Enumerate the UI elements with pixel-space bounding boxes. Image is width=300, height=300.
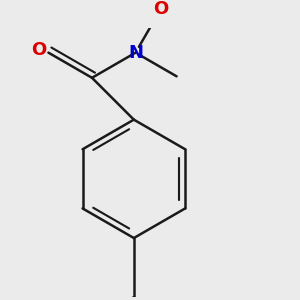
Text: O: O — [32, 41, 46, 59]
Text: O: O — [153, 0, 168, 18]
Text: N: N — [128, 44, 143, 62]
